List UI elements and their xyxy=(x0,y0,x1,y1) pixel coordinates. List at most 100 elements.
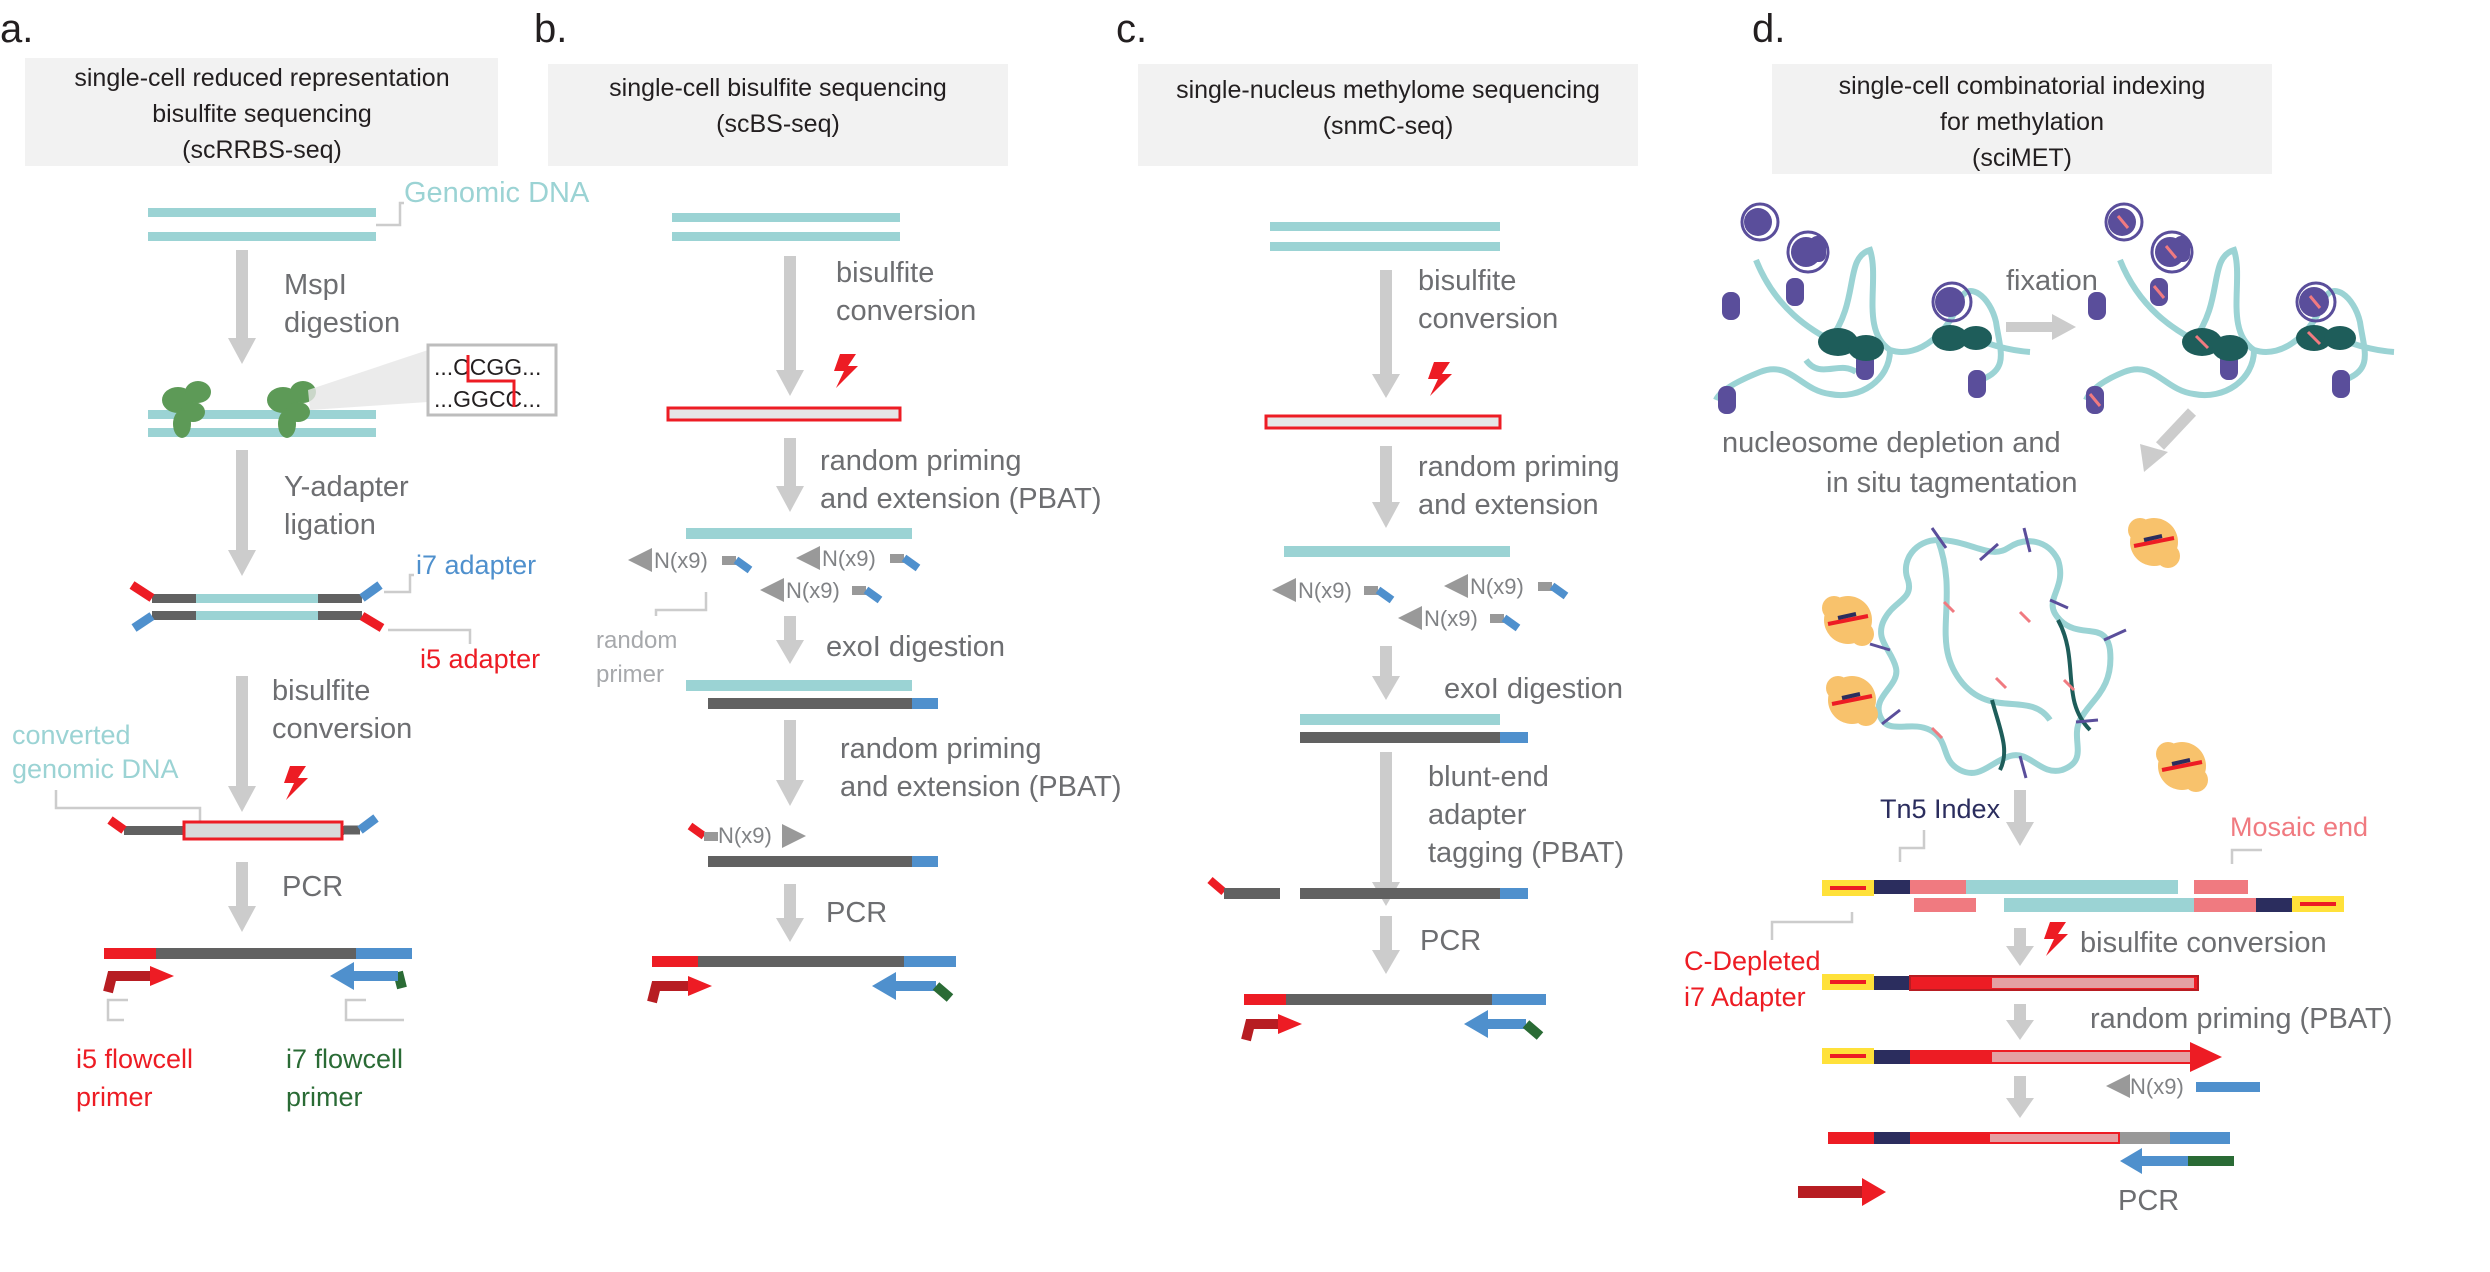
cut-site-line xyxy=(466,355,516,407)
nucleosome-depletion-label: nucleosome depletion and xyxy=(1722,427,2061,459)
in-situ-tagmentation-label: in situ tagmentation xyxy=(1826,467,2077,499)
i5-flowcell-leader xyxy=(106,998,128,1022)
c-exo-adapter xyxy=(1500,732,1528,743)
b-random-primer: N(x9) xyxy=(628,548,753,574)
genomic-dna-bottom-strand xyxy=(148,232,376,241)
d-converted-fragment xyxy=(1822,974,2199,991)
fixation-arrow xyxy=(2006,314,2076,340)
c-blunt-end-label: blunt-end xyxy=(1428,761,1549,793)
panel-b-letter: b. xyxy=(534,7,567,51)
tagmented-nucleus-illustration xyxy=(1869,527,2127,779)
cdepleted-leader xyxy=(1770,912,1854,940)
svg-text:N(x9): N(x9) xyxy=(2130,1074,2184,1099)
c-conversion-label: conversion xyxy=(1418,303,1558,335)
b-random-primer: N(x9) xyxy=(796,546,921,572)
b-template-strand xyxy=(686,528,912,539)
i7-flowcell-label-line1: i7 flowcell xyxy=(286,1044,403,1074)
step-arrow-b1 xyxy=(776,256,804,396)
b-converted-strand xyxy=(666,406,902,422)
panel-d-title-line2: for methylation xyxy=(1940,108,2104,136)
converted-label-line1: converted xyxy=(12,720,131,750)
step-arrow-a3 xyxy=(228,676,256,812)
bisulfite-lightning-icon xyxy=(284,766,308,800)
c-random-primer: N(x9) xyxy=(1272,578,1395,604)
step-arrow-b2 xyxy=(776,438,804,512)
svg-text:N(x9): N(x9) xyxy=(822,546,876,571)
d-random-priming-label: random priming (PBAT) xyxy=(2090,1003,2392,1035)
b-random-priming2-label: random priming xyxy=(840,733,1041,765)
step-arrow-d3 xyxy=(2006,1004,2034,1040)
b-genomic-bottom xyxy=(672,232,900,241)
zoom-inset-box xyxy=(426,343,558,417)
step-arrow-c3 xyxy=(1372,646,1400,700)
svg-text:N(x9): N(x9) xyxy=(718,823,772,848)
b-random-primer-leader xyxy=(654,592,708,616)
i7-adapter-label: i7 adapter xyxy=(416,550,536,580)
step-arrow-c2 xyxy=(1372,446,1400,528)
b-primer-label: primer xyxy=(596,661,664,688)
pcr-product-a xyxy=(103,948,412,994)
i5-flowcell-label-line2: primer xyxy=(76,1082,153,1112)
d-bisulfite-label: bisulfite conversion xyxy=(2080,927,2327,959)
cutsite-bottom-seq: ...GGCC... xyxy=(434,386,541,412)
y-adapter-label: Y-adapter xyxy=(284,471,409,503)
chromatin-illustration xyxy=(1713,202,2031,414)
panel-b-title-box xyxy=(548,64,1008,166)
converted-leader xyxy=(54,790,202,822)
c-pcr-label: PCR xyxy=(1420,925,1481,957)
c-random-primer: N(x9) xyxy=(1398,606,1521,632)
panel-a-title-box xyxy=(25,58,498,166)
step-arrow-b3 xyxy=(776,616,804,664)
c-extension-label: and extension xyxy=(1418,489,1599,521)
cdepleted-label-line2: i7 Adapter xyxy=(1684,982,1806,1012)
panel-b: b. single-cell bisulfite sequencing (scB… xyxy=(534,7,1122,1004)
i5-flowcell-label-line1: i5 flowcell xyxy=(76,1044,193,1074)
step-arrow-c1 xyxy=(1372,270,1400,398)
panel-c-title-box xyxy=(1138,64,1638,166)
digestion-label: digestion xyxy=(284,307,400,339)
c-converted-strand xyxy=(1264,414,1502,430)
step-arrow-d4 xyxy=(2006,1076,2034,1118)
c-exo-bottom xyxy=(1300,732,1500,743)
zoom-callout xyxy=(308,350,428,410)
panel-c-title-line2: (snmC-seq) xyxy=(1323,112,1454,140)
c-random-primer: N(x9) xyxy=(1444,574,1569,600)
c-random-priming-label: random priming xyxy=(1418,451,1619,483)
digest-dna-bottom xyxy=(148,428,376,437)
c-tagged-molecule xyxy=(1207,876,1528,899)
step-arrow-d2 xyxy=(2006,928,2034,966)
b-random-label: random xyxy=(596,627,677,654)
b-extension2-label: and extension (PBAT) xyxy=(840,771,1122,803)
b-exo-bottom xyxy=(708,698,912,709)
genomic-dna-label: Genomic DNA xyxy=(404,177,590,209)
panel-d-letter: d. xyxy=(1752,7,1785,51)
c-lightning-icon xyxy=(1428,362,1452,396)
cutsite-top-seq: ...CCGG... xyxy=(434,354,541,380)
c-exoi-label: exoI digestion xyxy=(1444,673,1623,705)
panel-d: d. single-cell combinatorial indexing fo… xyxy=(1684,7,2395,1217)
panel-c-letter: c. xyxy=(1116,7,1147,51)
step-arrow-a1 xyxy=(228,250,256,364)
panel-a: a. single-cell reduced representation bi… xyxy=(0,7,590,1112)
c-template-strand xyxy=(1284,546,1510,557)
ligation-label: ligation xyxy=(284,509,376,541)
tn5-transposome-icon xyxy=(2128,518,2180,568)
svg-text:N(x9): N(x9) xyxy=(1298,578,1352,603)
fixed-chromatin-illustration xyxy=(2083,202,2395,414)
svg-text:N(x9): N(x9) xyxy=(786,578,840,603)
tagmented-fragment xyxy=(1822,880,2344,912)
c-bisulfite-label: bisulfite xyxy=(1418,265,1516,297)
c-adapter-label: adapter xyxy=(1428,799,1527,831)
i7-flowcell-label-line2: primer xyxy=(286,1082,363,1112)
genomic-dna-leader xyxy=(376,201,404,227)
panel-c: c. single-nucleus methylome sequencing (… xyxy=(1116,7,1638,1042)
tn5-index-leader xyxy=(1898,830,1926,862)
adapter-ligated-dna xyxy=(129,581,385,632)
mosaic-end-label: Mosaic end xyxy=(2230,812,2368,842)
step-arrow-d1 xyxy=(2006,790,2034,846)
panel-d-title-line3: (sciMET) xyxy=(1972,144,2072,172)
d-primed-fragment xyxy=(1822,1042,2222,1072)
conversion-label: conversion xyxy=(272,713,412,745)
step-arrow-a2 xyxy=(228,450,256,576)
